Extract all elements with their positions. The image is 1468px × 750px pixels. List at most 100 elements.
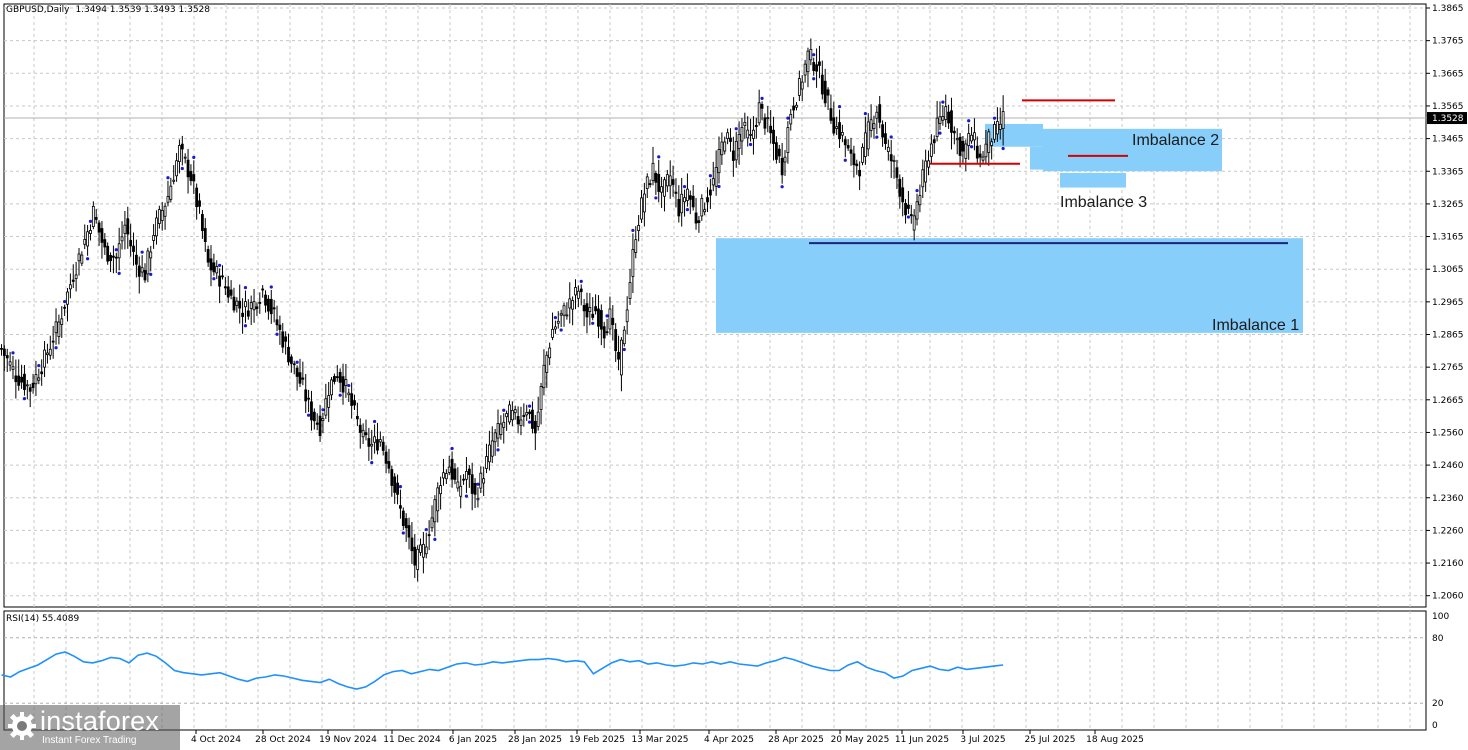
candle-body [126, 218, 130, 235]
candle-body [172, 179, 176, 182]
candle-body [212, 262, 216, 273]
candle-body [622, 329, 626, 345]
candle-body [947, 111, 950, 124]
candle-body [416, 548, 420, 570]
candle-body [737, 133, 741, 150]
candle-body [341, 376, 345, 393]
candle-body [318, 415, 322, 437]
candle-body [287, 346, 290, 363]
x-tick-label: 6 Jan 2025 [449, 735, 497, 745]
fractal-marker [734, 127, 738, 131]
candle-body [195, 187, 199, 208]
x-tick-label: 4 Apr 2025 [704, 735, 754, 745]
candle-body [485, 456, 488, 469]
candle-body [123, 224, 127, 234]
candle-body [559, 313, 563, 316]
chart-info: GBPUSD,Daily 1.3494 1.3539 1.3493 1.3528 [6, 5, 210, 15]
candle-body [338, 371, 342, 383]
candle-body [869, 119, 873, 131]
candle-body [8, 361, 12, 366]
fractal-marker [140, 250, 144, 254]
candle-body [289, 356, 293, 364]
rsi-panel: 100 80 20 0 [1, 612, 1449, 731]
candle-body [40, 371, 44, 375]
candle-body [410, 537, 414, 552]
candle-body [924, 160, 928, 183]
candle-body [307, 397, 310, 400]
candle-body [292, 363, 296, 366]
candle-body [490, 440, 494, 457]
candle-body [112, 255, 115, 258]
rsi-info: RSI(14) 55.4089 [6, 614, 79, 624]
candle-body [23, 373, 26, 391]
candle-body [31, 382, 35, 389]
candle-body [355, 415, 359, 420]
candle-body [20, 376, 23, 383]
candle-body [731, 150, 735, 161]
candle-body [376, 439, 379, 451]
rsi-tick-label: 0 [1432, 721, 1438, 731]
candle-body [157, 209, 161, 224]
candle-body [221, 275, 224, 278]
candle-body [46, 352, 49, 355]
fractal-marker [748, 142, 753, 147]
candle-body [367, 438, 371, 447]
fractal-marker [450, 446, 454, 451]
x-tick-label: 13 Mar 2025 [631, 735, 688, 745]
fractal-marker [476, 482, 480, 486]
imbalance-zone [716, 238, 1303, 333]
fractal-marker [992, 116, 997, 120]
candle-body [246, 310, 250, 317]
candle-body [734, 140, 738, 161]
candle-body [439, 485, 443, 495]
candle-body [71, 279, 75, 282]
candle-body [404, 518, 408, 529]
candle-body [226, 286, 230, 298]
candle-body [43, 349, 46, 368]
candle-body [473, 483, 477, 495]
candle-body [565, 314, 569, 317]
fractal-marker [657, 155, 661, 159]
candle-body [717, 149, 721, 174]
fractal-marker [88, 219, 93, 224]
support-resistance-levels [809, 99, 1288, 245]
candle-body [780, 157, 784, 176]
candle-body [421, 543, 425, 558]
candle-body [442, 472, 445, 479]
candle-body [677, 199, 681, 217]
candle-body [683, 197, 686, 203]
candle-body [614, 329, 618, 352]
logo-wordmark: instaforex [40, 706, 160, 736]
fractal-marker [812, 53, 816, 57]
price-axis: 1.3865 1.3765 1.3665 1.3565 1.3465 1.3365 1.32… [1426, 4, 1467, 602]
candle-body [467, 468, 471, 475]
candle-body [602, 326, 606, 339]
candle-body [390, 469, 394, 486]
candle-body [482, 478, 486, 484]
candle-body [499, 423, 503, 435]
candle-body [835, 126, 839, 129]
fractal-marker [424, 528, 428, 532]
logo-tagline: Instant Forex Trading [42, 735, 137, 746]
fractal-marker [622, 347, 626, 352]
candle-body [545, 354, 549, 373]
y-tick-label: 1.2665 [1432, 396, 1464, 406]
candle-body [872, 123, 876, 129]
candle-body [2, 348, 6, 356]
candle-body [706, 197, 709, 203]
candle-body [769, 125, 773, 134]
candle-body [950, 110, 953, 133]
candle-body [944, 106, 948, 120]
candle-body [898, 178, 902, 197]
candle-body [829, 108, 833, 121]
candle-body [993, 124, 996, 140]
candle-body [861, 146, 864, 163]
candle-body [229, 289, 233, 296]
candle-body [401, 510, 405, 526]
candle-body [258, 301, 262, 304]
candle-body [476, 497, 480, 501]
fractal-marker [837, 105, 842, 109]
candle-body [264, 294, 267, 306]
fractal-marker [631, 228, 635, 233]
